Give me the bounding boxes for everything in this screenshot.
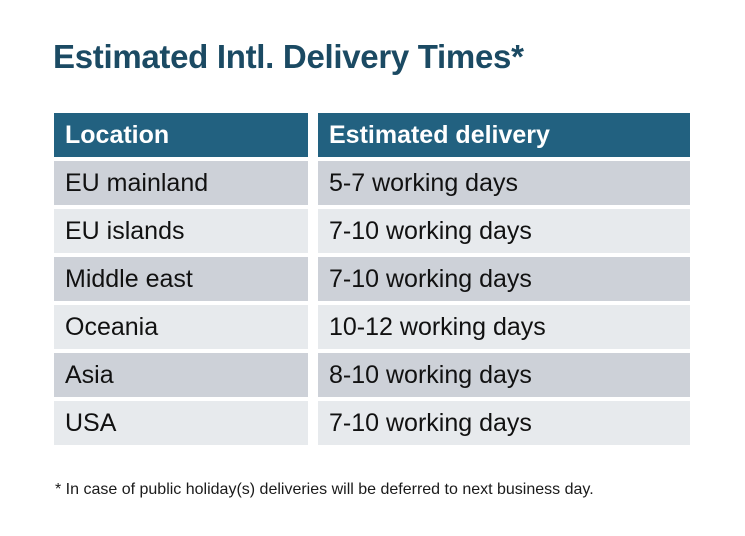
cell-location-middle-east: Middle east [54,257,308,301]
cell-delivery-oceania: 10-12 working days [318,305,690,349]
page-title: Estimated Intl. Delivery Times* [53,38,524,75]
cell-location-usa: USA [54,401,308,445]
header-cell-estimated-delivery: Estimated delivery [318,113,690,157]
cell-delivery-eu-islands: 7-10 working days [318,209,690,253]
delivery-table: Location Estimated delivery EU mainland … [54,113,690,445]
cell-delivery-asia: 8-10 working days [318,353,690,397]
cell-location-asia: Asia [54,353,308,397]
cell-location-oceania: Oceania [54,305,308,349]
cell-delivery-eu-mainland: 5-7 working days [318,161,690,205]
cell-delivery-usa: 7-10 working days [318,401,690,445]
cell-location-eu-islands: EU islands [54,209,308,253]
cell-delivery-middle-east: 7-10 working days [318,257,690,301]
cell-location-eu-mainland: EU mainland [54,161,308,205]
header-cell-location: Location [54,113,308,157]
footnote: * In case of public holiday(s) deliverie… [55,481,594,498]
